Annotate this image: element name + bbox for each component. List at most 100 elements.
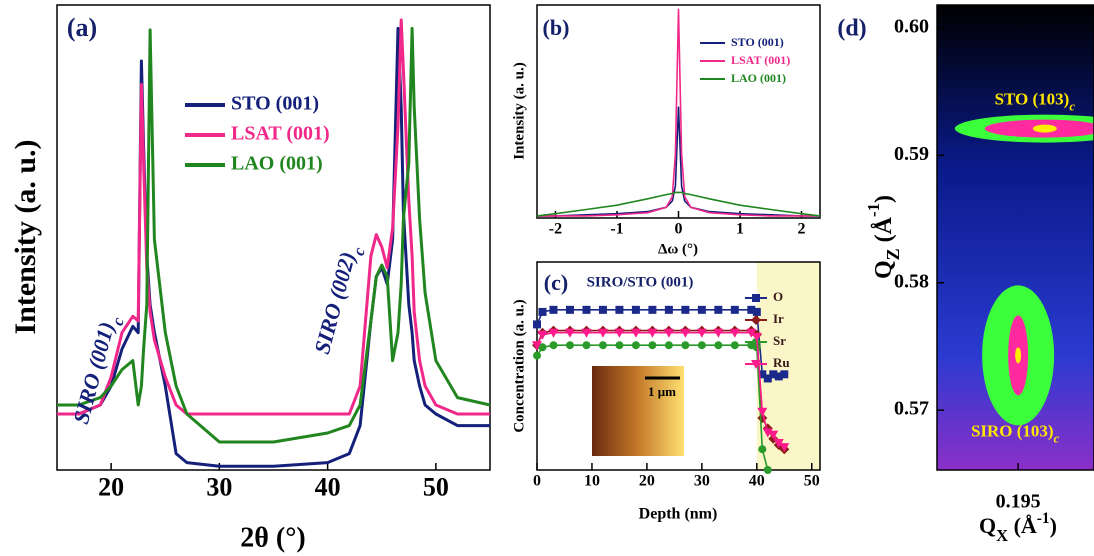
marker [758,445,767,454]
panel-title: SIRO/STO (001) [587,274,694,290]
legend-label: LAO (001) [231,153,323,175]
peak-label-part: c [1069,99,1075,113]
legend-label: Ru [773,355,790,370]
marker [696,328,707,338]
marker [548,328,559,338]
y-tick-label: 0.60 [894,16,929,38]
x-axis-label: QX (Å-1) [979,510,1057,545]
x-tick-label: 0 [675,221,683,238]
marker [533,320,541,329]
intensity-peak [1015,347,1022,364]
x-axis-label-part: -1 [1037,510,1050,527]
panel-letter: (a) [67,13,97,42]
marker [565,305,574,314]
series-line [537,8,820,217]
series-line [57,26,490,468]
marker [757,407,768,417]
peak-label-part: STO (103) [995,89,1070,108]
y-axis-label: Concentration (a. u.) [511,299,527,432]
y-tick-label: 0.59 [894,143,929,165]
series-line [536,191,821,217]
y-axis-label-part: -1 [864,203,883,217]
marker [714,341,723,350]
x-axis-label-part: Q [979,513,996,538]
x-tick-label: 50 [423,472,449,501]
marker [631,341,640,350]
x-tick-label: 30 [694,473,710,490]
x-tick-label: 0.195 [996,491,1041,513]
marker [758,370,767,379]
marker [664,341,673,350]
marker [697,341,706,350]
x-tick-label: 40 [749,473,765,490]
marker [747,305,756,314]
marker [549,305,558,314]
marker [647,328,658,338]
x-tick-label: -2 [549,221,562,238]
x-axis-label-part: X [996,526,1008,545]
series-line [537,106,820,217]
marker [763,374,772,383]
x-tick-label: 50 [804,473,820,490]
x-tick-label: 2 [798,221,806,238]
legend-label: STO (001) [731,35,784,49]
marker [615,305,624,314]
x-tick-label: 20 [98,472,124,501]
marker [680,328,691,338]
marker [779,443,790,453]
marker [752,307,761,316]
x-axis-label-part: ) [1050,513,1057,538]
plot-frame [936,4,1094,471]
plot-frame [56,4,491,471]
legend-label: LSAT (001) [731,53,790,67]
y-axis-label: Intensity (a. u.) [9,139,42,334]
marker [537,330,548,340]
x-axis-label: Δω (°) [658,241,698,257]
marker [549,341,558,350]
peak-label-part: SIRO (103) [971,421,1054,440]
marker [648,305,657,314]
legend-marker [751,360,761,369]
peak-label-part: c [1054,431,1060,445]
y-axis-label-part: (Å [871,216,897,248]
marker [681,341,690,350]
x-tick-label: 1 [736,221,744,238]
x-axis-label-part: (Å [1008,513,1037,538]
marker [581,328,592,338]
legend-label: LSAT (001) [231,123,330,145]
marker [630,328,641,338]
marker [780,370,789,379]
x-tick-label: 0 [533,473,541,490]
marker [538,343,547,352]
marker [648,341,657,350]
marker [774,372,783,381]
marker [730,341,739,350]
y-axis-label: QZ (Å-1) [864,195,903,279]
peak-label: SIRO (103)c [971,421,1060,445]
marker [598,305,607,314]
legend-label: Sr [773,333,786,348]
marker [582,305,591,314]
marker [664,305,673,314]
marker [697,305,706,314]
marker [582,341,591,350]
marker [663,328,674,338]
legend-label: O [773,289,783,304]
x-axis-label: Depth (nm) [639,506,718,523]
peak-label: STO (103)c [995,89,1076,113]
marker [768,430,779,440]
peak-annotation: SIRO (001)c [68,311,128,428]
marker [773,438,784,448]
y-tick-label: 0.57 [894,398,929,420]
y-tick-label: 0.58 [894,270,929,292]
intensity-peak [1032,124,1057,133]
marker [614,328,625,338]
y-axis-label-part: ) [871,195,897,203]
marker [681,305,690,314]
marker [564,328,575,338]
marker [631,305,640,314]
series-line [57,26,491,444]
marker [746,328,757,338]
marker [713,328,724,338]
panel-letter: (c) [544,270,568,295]
